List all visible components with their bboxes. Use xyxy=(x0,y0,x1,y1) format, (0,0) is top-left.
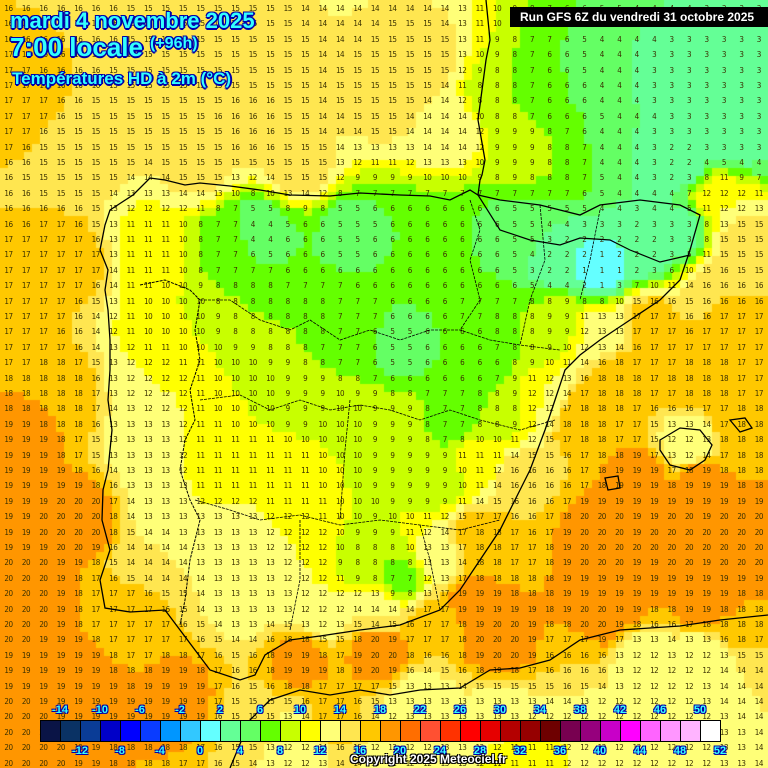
legend-swatch xyxy=(561,721,581,741)
legend-tick-label: 34 xyxy=(533,704,547,716)
legend-swatch xyxy=(161,721,181,741)
legend-tick-label: 22 xyxy=(413,704,427,716)
legend-swatch xyxy=(441,721,461,741)
legend-swatch xyxy=(61,721,81,741)
forecast-lead-time: (+96h) xyxy=(150,35,198,52)
legend-swatch xyxy=(41,721,61,741)
legend-swatch xyxy=(381,721,401,741)
legend-swatch xyxy=(701,721,720,741)
legend-tick-label: -2 xyxy=(175,704,185,716)
legend-tick-label: 20 xyxy=(393,745,407,757)
legend-tick-label: 16 xyxy=(353,745,367,757)
legend-tick-label: 50 xyxy=(693,704,707,716)
color-legend xyxy=(40,720,721,742)
legend-tick-label: 46 xyxy=(653,704,667,716)
legend-swatch xyxy=(601,721,621,741)
legend-swatch xyxy=(581,721,601,741)
legend-swatch xyxy=(141,721,161,741)
legend-swatch xyxy=(401,721,421,741)
legend-swatch xyxy=(81,721,101,741)
legend-tick-label: -12 xyxy=(72,745,88,757)
legend-tick-label: 2 xyxy=(216,704,224,716)
legend-swatch xyxy=(641,721,661,741)
legend-tick-label: 48 xyxy=(673,745,687,757)
legend-swatch xyxy=(501,721,521,741)
legend-tick-label: 44 xyxy=(633,745,647,757)
legend-tick-label: 10 xyxy=(293,704,307,716)
legend-tick-label: -14 xyxy=(52,704,68,716)
legend-tick-label: 12 xyxy=(313,745,327,757)
legend-tick-label: 26 xyxy=(453,704,467,716)
copyright: Copyright 2025 Meteociel.fr xyxy=(350,752,507,766)
legend-swatch xyxy=(181,721,201,741)
legend-tick-label: 32 xyxy=(513,745,527,757)
legend-tick-label: 14 xyxy=(333,704,347,716)
legend-swatch xyxy=(661,721,681,741)
legend-swatch xyxy=(421,721,441,741)
legend-tick-label: 28 xyxy=(473,745,487,757)
legend-swatch xyxy=(461,721,481,741)
legend-tick-label: 8 xyxy=(276,745,284,757)
legend-tick-label: -10 xyxy=(92,704,108,716)
legend-tick-label: 40 xyxy=(593,745,607,757)
forecast-time: 7:00 locale xyxy=(10,32,143,62)
legend-tick-label: 24 xyxy=(433,745,447,757)
legend-swatch xyxy=(541,721,561,741)
legend-tick-label: 4 xyxy=(236,745,244,757)
legend-tick-label: -4 xyxy=(155,745,165,757)
legend-tick-label: -6 xyxy=(135,704,145,716)
legend-swatch xyxy=(261,721,281,741)
legend-swatch xyxy=(681,721,701,741)
legend-swatch xyxy=(521,721,541,741)
legend-swatch xyxy=(281,721,301,741)
model-run-label: Run GFS 6Z du vendredi 31 octobre 2025 xyxy=(510,7,768,27)
legend-swatch xyxy=(201,721,221,741)
legend-swatch xyxy=(321,721,341,741)
legend-swatch xyxy=(621,721,641,741)
legend-swatch xyxy=(361,721,381,741)
legend-tick-label: 0 xyxy=(196,745,204,757)
legend-swatch xyxy=(341,721,361,741)
legend-swatch xyxy=(221,721,241,741)
legend-tick-label: 38 xyxy=(573,704,587,716)
legend-swatch xyxy=(301,721,321,741)
legend-swatch xyxy=(241,721,261,741)
legend-tick-label: -8 xyxy=(115,745,125,757)
legend-tick-label: 6 xyxy=(256,704,264,716)
legend-tick-label: 52 xyxy=(713,745,727,757)
forecast-date: mardi 4 novembre 2025 xyxy=(10,8,255,33)
variable-title: Températures HD à 2m (°C) xyxy=(12,69,232,88)
legend-tick-label: 36 xyxy=(553,745,567,757)
legend-swatch xyxy=(481,721,501,741)
legend-tick-label: 18 xyxy=(373,704,387,716)
legend-tick-label: 42 xyxy=(613,704,627,716)
legend-tick-label: 30 xyxy=(493,704,507,716)
legend-swatch xyxy=(121,721,141,741)
legend-swatch xyxy=(101,721,121,741)
